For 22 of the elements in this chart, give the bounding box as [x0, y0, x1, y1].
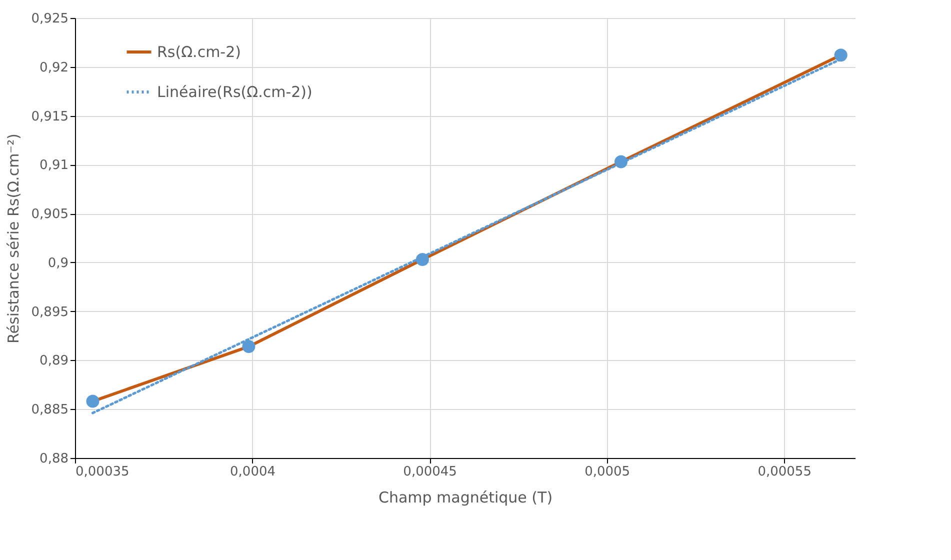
point — [834, 48, 848, 62]
y-axis-title: Résistance série Rs(Ω.cm⁻²) — [4, 134, 22, 344]
y-tick-label: 0,9 — [48, 256, 68, 271]
y-tick-label: 0,885 — [31, 402, 68, 418]
legend-label: Linéaire(Rs(Ω.cm-2)) — [157, 83, 312, 101]
y-tick-label: 0,905 — [31, 207, 68, 222]
x-tick-label: 0,0004 — [230, 464, 276, 480]
point — [86, 394, 100, 408]
legend-label: Rs(Ω.cm-2) — [157, 43, 241, 61]
y-tick-label: 0,91 — [40, 158, 68, 174]
x-tick-label: 0,0005 — [584, 464, 630, 480]
x-axis-title: Champ magnétique (T) — [378, 488, 553, 506]
x-tick-label: 0,00055 — [758, 464, 812, 480]
x-tick-label: 0,00045 — [403, 464, 457, 480]
y-tick-label: 0,89 — [40, 354, 68, 369]
y-tick-label: 0,895 — [31, 304, 68, 320]
y-tick-label: 0,92 — [40, 60, 68, 76]
x-tick-label: 0,00035 — [76, 464, 130, 480]
y-tick-label: 0,925 — [31, 12, 68, 26]
point — [242, 340, 256, 354]
y-tick-label: 0,88 — [40, 452, 68, 466]
y-tick-label: 0,915 — [31, 109, 68, 124]
